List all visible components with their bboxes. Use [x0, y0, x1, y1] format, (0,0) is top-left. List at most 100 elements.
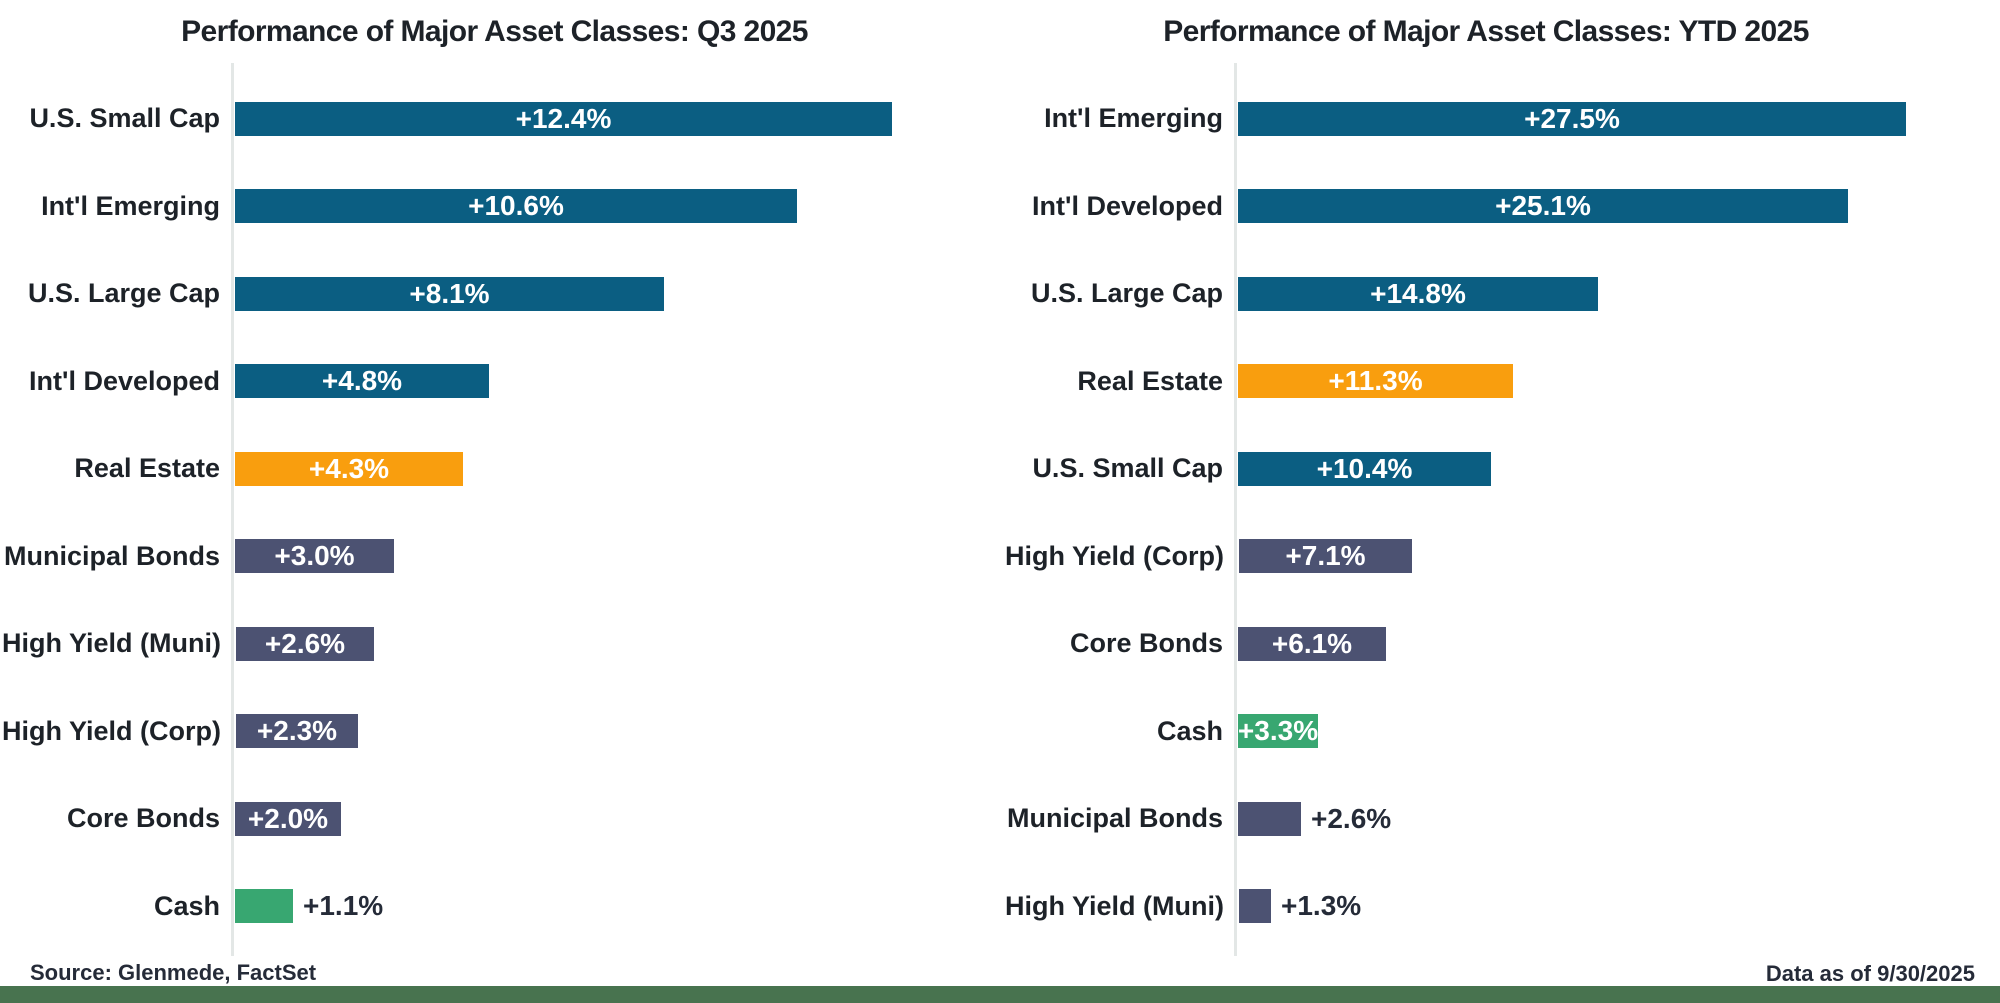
- bar-zone: +2.6%: [233, 600, 987, 688]
- chart-row: U.S. Large Cap +8.1%: [2, 250, 987, 338]
- bar-zone: +4.3%: [232, 425, 987, 513]
- bar-zone: +2.6%: [1235, 775, 1967, 863]
- category-label: Real Estate: [74, 453, 220, 484]
- bar: +2.6%: [235, 626, 374, 661]
- bar-value-label: +25.1%: [1495, 190, 1591, 222]
- chart-row: U.S. Small Cap +10.4%: [1005, 425, 1967, 513]
- chart-row: High Yield (Muni) +2.6%: [2, 600, 987, 688]
- bar: +4.3%: [235, 451, 463, 486]
- bar: +2.3%: [236, 714, 358, 749]
- category-label: Cash: [1156, 715, 1223, 746]
- bar-zone: +2.0%: [232, 775, 987, 863]
- bar-value-label: +27.5%: [1524, 102, 1620, 134]
- chart-row: Int'l Emerging +10.6%: [2, 163, 987, 251]
- bar: +11.3%: [1238, 364, 1513, 399]
- bar-zone: +4.8%: [232, 338, 987, 426]
- bar-zone: +8.1%: [232, 250, 987, 338]
- category-label: High Yield (Muni): [1005, 890, 1224, 921]
- bar: [235, 889, 293, 924]
- bar-value-label: +2.0%: [247, 802, 329, 834]
- category-label: Int'l Developed: [29, 365, 220, 396]
- bar-zone: +3.0%: [232, 513, 987, 601]
- chart-rows-ytd: Int'l Emerging +27.5% Int'l Developed +25.1…: [1005, 63, 1967, 956]
- bar-zone: +7.1%: [1236, 513, 1967, 601]
- category-label: Cash: [153, 890, 220, 921]
- bar-zone: +10.4%: [1235, 425, 1967, 513]
- chart-row: Int'l Developed +4.8%: [2, 338, 987, 426]
- bar-value-label: +10.6%: [468, 190, 564, 222]
- bar-value-label: +11.3%: [1328, 365, 1423, 397]
- bar-zone: +3.3%: [1235, 688, 1967, 776]
- bar-zone: +6.1%: [1235, 600, 1967, 688]
- bar-value-label: +4.8%: [321, 365, 403, 397]
- bar-zone: +10.6%: [232, 163, 987, 251]
- bar: +3.0%: [235, 539, 394, 574]
- category-label: U.S. Large Cap: [27, 278, 220, 309]
- bar-zone: +14.8%: [1235, 250, 1967, 338]
- bar: [1238, 801, 1301, 836]
- bar-zone: +12.4%: [232, 75, 987, 163]
- chart-title-ytd: Performance of Major Asset Classes: YTD …: [1163, 15, 1809, 48]
- bar-value-label: +3.3%: [1237, 715, 1319, 747]
- chart-q3-2025: Performance of Major Asset Classes: Q3 2…: [2, 0, 987, 956]
- category-label: Real Estate: [1077, 365, 1223, 396]
- chart-ytd-2025: Performance of Major Asset Classes: YTD …: [1005, 0, 1967, 956]
- bar-value-label: +7.1%: [1285, 540, 1366, 572]
- chart-row: Int'l Emerging +27.5%: [1005, 75, 1967, 163]
- chart-row: Municipal Bonds +3.0%: [2, 513, 987, 601]
- category-label: High Yield (Corp): [2, 715, 221, 746]
- bar-value-label: +1.3%: [1280, 890, 1362, 922]
- bar: +6.1%: [1238, 626, 1386, 661]
- bar-value-label: +8.1%: [409, 277, 490, 309]
- category-label: High Yield (Muni): [2, 628, 221, 659]
- bar-value-label: +2.6%: [1311, 802, 1392, 834]
- category-label: Int'l Emerging: [1044, 103, 1223, 134]
- bar: +4.8%: [235, 364, 489, 399]
- bar-zone: +2.3%: [233, 688, 987, 776]
- data-as-of-date: Data as of 9/30/2025: [1765, 961, 1975, 986]
- category-label: Municipal Bonds: [4, 540, 220, 571]
- bar-zone: +25.1%: [1235, 163, 1967, 251]
- category-label: U.S. Small Cap: [1032, 453, 1223, 484]
- chart-row: High Yield (Muni) +1.3%: [1005, 863, 1967, 951]
- bar: +7.1%: [1239, 539, 1412, 574]
- bar: +2.0%: [235, 801, 341, 836]
- bar: +10.4%: [1238, 451, 1491, 486]
- bar-zone: +1.1%: [232, 863, 987, 951]
- bar-zone: +27.5%: [1235, 75, 1967, 163]
- chart-row: High Yield (Corp) +2.3%: [2, 688, 987, 776]
- chart-row: High Yield (Corp) +7.1%: [1005, 513, 1967, 601]
- chart-row: Core Bonds +6.1%: [1005, 600, 1967, 688]
- chart-row: Real Estate +11.3%: [1005, 338, 1967, 426]
- bar-value-label: +1.1%: [303, 890, 384, 922]
- category-label: U.S. Small Cap: [29, 103, 220, 134]
- bottom-accent-strip: [0, 986, 2000, 1003]
- bar: [1238, 889, 1271, 924]
- bar: +27.5%: [1238, 101, 1906, 136]
- category-label: Int'l Emerging: [41, 190, 220, 221]
- bar: +8.1%: [235, 276, 664, 311]
- bar-value-label: +6.1%: [1271, 627, 1353, 659]
- chart-row: Int'l Developed +25.1%: [1005, 163, 1967, 251]
- category-label: Core Bonds: [66, 803, 220, 834]
- category-label: High Yield (Corp): [1005, 540, 1224, 571]
- bar: +25.1%: [1238, 189, 1848, 224]
- bar: +14.8%: [1238, 276, 1598, 311]
- chart-rows-q3: U.S. Small Cap +12.4% Int'l Emerging +10.6%…: [2, 63, 987, 956]
- chart-row: Cash +1.1%: [2, 863, 987, 951]
- bar-zone: +1.3%: [1236, 863, 1967, 951]
- bar-zone: +11.3%: [1235, 338, 1967, 426]
- bar: +12.4%: [235, 101, 892, 136]
- chart-row: Cash +3.3%: [1005, 688, 1967, 776]
- chart-title-q3: Performance of Major Asset Classes: Q3 2…: [181, 15, 808, 48]
- bar-value-label: +2.3%: [256, 715, 338, 747]
- chart-row: U.S. Large Cap +14.8%: [1005, 250, 1967, 338]
- bar-value-label: +10.4%: [1316, 452, 1413, 484]
- source-attribution: Source: Glenmede, FactSet: [30, 960, 317, 985]
- bar-value-label: +4.3%: [308, 452, 390, 484]
- chart-row: Municipal Bonds +2.6%: [1005, 775, 1967, 863]
- bar: +10.6%: [235, 189, 797, 224]
- bar-value-label: +3.0%: [274, 540, 355, 572]
- chart-row: U.S. Small Cap +12.4%: [2, 75, 987, 163]
